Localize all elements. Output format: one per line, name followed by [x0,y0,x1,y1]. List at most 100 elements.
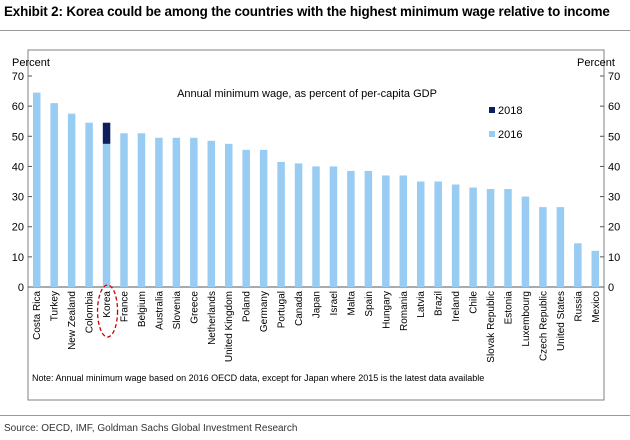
bar-2016 [242,149,250,287]
category-label: Portugal [277,291,288,328]
title-divider [0,30,630,31]
bars [32,92,600,287]
y-tick-label-right: 50 [608,131,620,143]
bar-2016 [364,170,373,287]
right-axis-label: Percent [577,57,615,69]
chart-title: Annual minimum wage, as percent of per-c… [177,88,437,100]
category-label: New Zealand [67,291,78,350]
category-label: Korea [102,291,113,318]
category-label: Colombia [85,291,96,334]
legend: 2018 2016 [489,105,522,141]
bar-2016 [224,143,233,287]
bar-2016 [574,243,582,287]
category-label: Mexico [591,291,602,323]
bar-2016 [382,175,390,287]
y-tick-label-right: 30 [608,192,620,204]
bar-2016 [521,196,530,287]
y-tick-label-right: 10 [608,252,620,264]
y-tick-label-left: 40 [12,161,24,173]
source-text: Source: OECD, IMF, Goldman Sachs Global … [4,423,298,434]
bar-2016 [190,137,198,287]
category-label: Turkey [50,291,61,321]
bar-2016 [155,137,163,287]
bar-2016 [591,250,600,287]
bar-2016 [451,184,460,287]
bar-2016 [102,143,111,287]
y-tick-label-right: 70 [608,71,620,83]
bar-2018 [102,122,111,144]
category-label: Slovak Republic [486,291,497,363]
category-label: France [120,291,131,323]
bar-2016 [347,170,355,287]
category-label: Czech Republic [538,291,549,361]
bar-2016 [294,163,303,287]
category-label: Greece [189,291,200,324]
bar-2016 [539,207,547,287]
chart-frame [27,49,605,401]
bar-2016 [85,122,93,287]
bar-2016 [207,140,216,287]
bar-2016 [67,113,76,287]
left-axis-label: Percent [12,57,50,69]
bar-2016 [312,166,320,287]
y-tick-label-left: 50 [12,131,24,143]
category-label: Hungary [381,291,392,329]
category-label: Latvia [416,291,427,318]
legend-label-2016: 2016 [498,129,522,141]
y-tick-label-right: 60 [608,101,620,113]
legend-swatch-2016 [489,131,495,137]
bar-2016 [399,175,408,287]
y-tick-label-left: 20 [12,222,24,234]
bar-2016 [172,137,181,287]
y-tick-label-left: 30 [12,192,24,204]
y-tick-label-left: 10 [12,252,24,264]
category-label: Brazil [434,291,445,316]
category-label: Slovenia [172,291,183,330]
bar-2016 [120,133,128,287]
category-label: Netherlands [207,291,218,345]
category-label: Israel [329,291,340,315]
category-label: Ireland [451,291,462,322]
bar-2016 [50,103,58,287]
bar-2016 [469,187,477,287]
bar-2016 [259,149,268,287]
y-tick-label-right: 0 [608,282,614,294]
category-label: Estonia [504,291,515,325]
y-tick-label-right: 20 [608,222,620,234]
y-tick-label-left: 70 [12,71,24,83]
footer-divider [0,415,630,416]
highlight-circle [96,284,119,338]
bar-chart: Percent Percent Annual minimum wage, as … [12,49,620,401]
legend-label-2018: 2018 [498,105,522,117]
category-label: Malta [346,291,357,316]
bar-2016 [434,181,442,287]
bar-2016 [277,161,285,287]
category-label: Japan [312,291,323,318]
legend-swatch-2018 [489,107,495,113]
y-tick-label-right: 40 [608,161,620,173]
bar-2016 [504,189,512,287]
category-label: Chile [469,291,480,314]
category-label: Poland [242,291,253,322]
category-label: Romania [399,291,410,331]
category-labels: Costa Rica Turkey New Zealand Colombia Korea… [32,291,602,363]
exhibit-title: Exhibit 2: Korea could be among the coun… [4,4,610,19]
category-label: Spain [364,291,375,317]
category-label: Germany [259,291,270,332]
bar-2016 [329,166,338,287]
bar-2016 [32,92,41,287]
y-tick-label-left: 0 [18,282,24,294]
category-label: Belgium [137,291,148,327]
category-label: Canada [294,291,305,326]
category-label: Australia [154,291,165,330]
category-label: Russia [573,291,584,322]
category-label: Costa Rica [32,291,43,340]
category-label: Luxembourg [521,291,532,347]
category-label: United Kingdom [224,291,235,362]
bar-2016 [416,181,425,287]
category-label: United States [556,291,567,351]
bar-2016 [486,189,495,287]
y-tick-label-left: 60 [12,101,24,113]
chart-note: Note: Annual minimum wage based on 2016 … [32,373,484,383]
bar-2016 [137,133,146,287]
